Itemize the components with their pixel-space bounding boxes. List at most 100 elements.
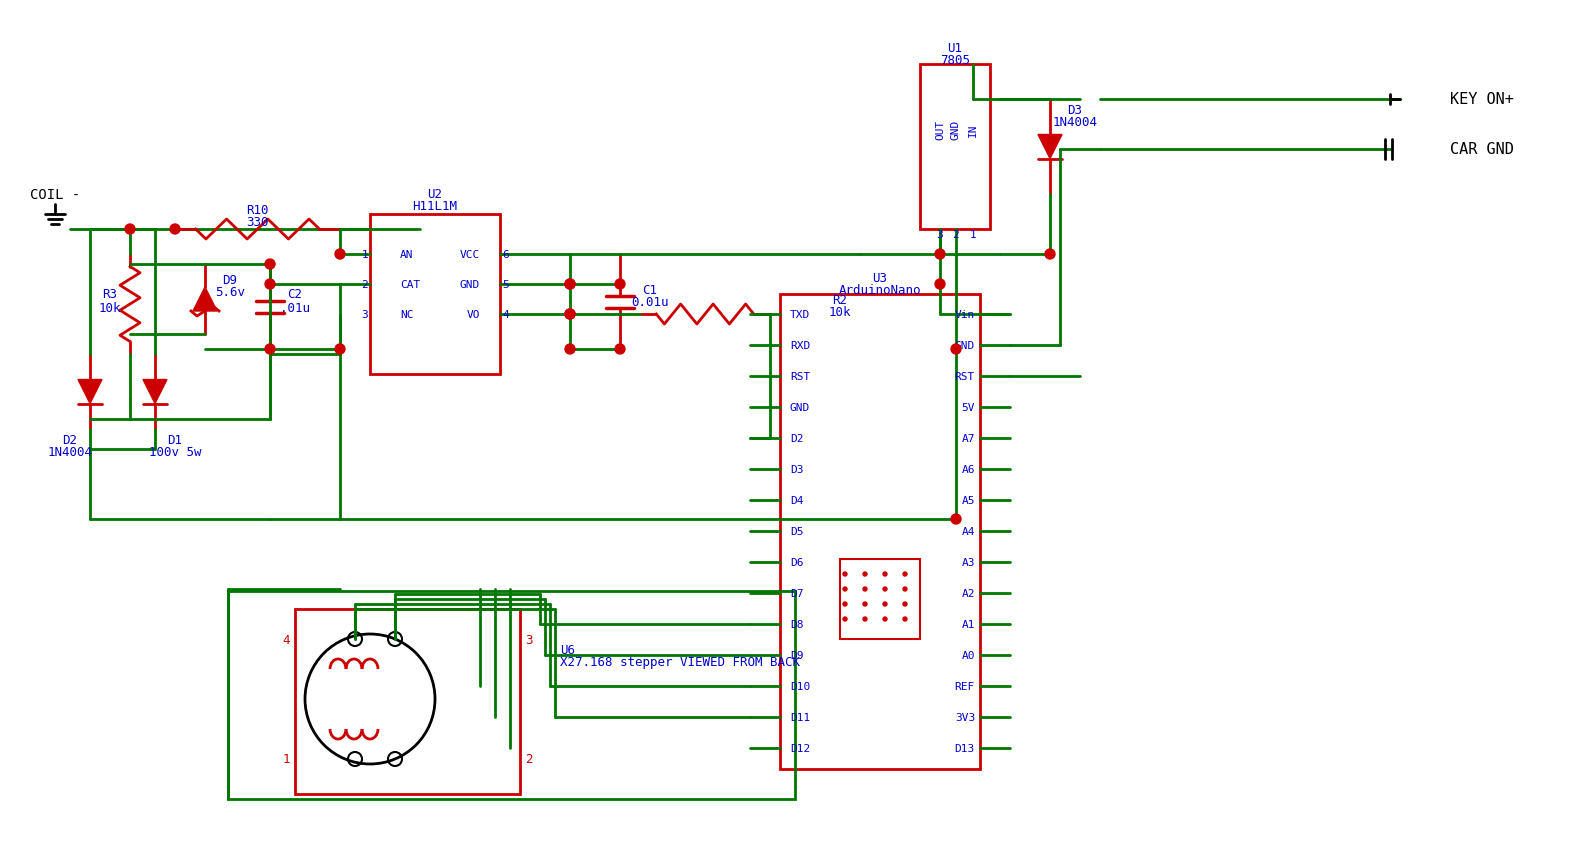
Text: D9: D9 [222, 273, 238, 286]
Text: D6: D6 [789, 557, 804, 567]
Circle shape [170, 225, 179, 235]
Circle shape [265, 344, 275, 354]
Circle shape [843, 603, 846, 606]
Circle shape [862, 603, 867, 606]
Text: D4: D4 [789, 495, 804, 506]
Circle shape [883, 603, 888, 606]
Text: A5: A5 [961, 495, 975, 506]
Polygon shape [78, 380, 102, 404]
Circle shape [843, 572, 846, 576]
Circle shape [1045, 250, 1054, 260]
Text: D2: D2 [62, 433, 78, 446]
Text: 3: 3 [937, 230, 943, 240]
Text: C2: C2 [287, 288, 302, 301]
Circle shape [951, 344, 961, 354]
Circle shape [843, 617, 846, 621]
Circle shape [951, 514, 961, 524]
Text: GND: GND [789, 403, 810, 413]
Text: ArduinoNano: ArduinoNano [838, 284, 921, 296]
Circle shape [125, 225, 135, 235]
Text: Vin: Vin [954, 310, 975, 320]
Text: 1: 1 [283, 753, 291, 766]
Text: AN: AN [400, 250, 413, 260]
Text: A7: A7 [961, 434, 975, 443]
Text: 4: 4 [502, 310, 508, 320]
Text: 3V3: 3V3 [954, 712, 975, 722]
Text: REF: REF [954, 681, 975, 691]
Text: 4: 4 [283, 633, 291, 646]
Text: VCC: VCC [461, 250, 480, 260]
Text: 1N4004: 1N4004 [1053, 116, 1097, 129]
Circle shape [883, 587, 888, 592]
Text: OUT: OUT [935, 120, 945, 140]
Text: RST: RST [789, 371, 810, 381]
Text: RST: RST [954, 371, 975, 381]
Text: A2: A2 [961, 588, 975, 598]
Text: 100v 5w: 100v 5w [149, 446, 202, 459]
Circle shape [862, 572, 867, 576]
Text: IN: IN [969, 123, 978, 137]
Text: 7805: 7805 [940, 53, 970, 67]
Text: D5: D5 [789, 527, 804, 537]
Circle shape [935, 250, 945, 260]
Text: D9: D9 [789, 650, 804, 660]
Text: D2: D2 [789, 434, 804, 443]
Circle shape [265, 260, 275, 270]
Text: 1: 1 [970, 230, 977, 240]
Text: CAT: CAT [400, 279, 421, 289]
Text: D12: D12 [789, 743, 810, 753]
Text: 1: 1 [360, 250, 368, 260]
Text: D11: D11 [789, 712, 810, 722]
Circle shape [615, 344, 626, 354]
Text: U6: U6 [561, 643, 575, 656]
Text: KEY ON+: KEY ON+ [1450, 92, 1513, 107]
Polygon shape [143, 380, 167, 404]
Circle shape [615, 279, 626, 289]
Text: 330: 330 [246, 215, 268, 228]
Text: A1: A1 [961, 619, 975, 630]
Circle shape [862, 587, 867, 592]
Circle shape [565, 344, 575, 354]
Circle shape [862, 617, 867, 621]
Text: GND: GND [951, 120, 961, 140]
Text: 5.6v: 5.6v [214, 286, 245, 299]
Text: .01u: .01u [279, 301, 310, 314]
Text: 5: 5 [502, 279, 508, 289]
Circle shape [935, 279, 945, 289]
Text: U3: U3 [872, 271, 888, 284]
Circle shape [565, 310, 575, 320]
Polygon shape [1039, 135, 1062, 160]
Circle shape [883, 572, 888, 576]
Text: 2: 2 [526, 753, 532, 766]
Circle shape [265, 279, 275, 289]
Text: 10k: 10k [829, 306, 851, 318]
Text: R2: R2 [832, 293, 848, 306]
Text: NC: NC [400, 310, 413, 320]
Text: A4: A4 [961, 527, 975, 537]
Text: 3: 3 [526, 633, 532, 646]
Text: H11L1M: H11L1M [413, 200, 457, 214]
Text: 1N4004: 1N4004 [48, 446, 92, 459]
Circle shape [904, 617, 907, 621]
Text: C1: C1 [643, 284, 657, 296]
Text: 6: 6 [502, 250, 508, 260]
Circle shape [335, 250, 345, 260]
Text: D10: D10 [789, 681, 810, 691]
Text: A6: A6 [961, 464, 975, 474]
Text: D1: D1 [167, 433, 183, 446]
Text: TXD: TXD [789, 310, 810, 320]
Circle shape [335, 344, 345, 354]
Circle shape [843, 587, 846, 592]
Text: 3: 3 [360, 310, 368, 320]
Text: D3: D3 [1067, 103, 1083, 116]
Text: A0: A0 [961, 650, 975, 660]
Text: U1: U1 [948, 41, 962, 54]
Text: GND: GND [954, 341, 975, 350]
Text: 5V: 5V [961, 403, 975, 413]
Circle shape [904, 587, 907, 592]
Circle shape [904, 603, 907, 606]
Text: A3: A3 [961, 557, 975, 567]
Text: D3: D3 [789, 464, 804, 474]
Text: X27.168 stepper VIEWED FROM BACK: X27.168 stepper VIEWED FROM BACK [561, 656, 800, 668]
Circle shape [904, 572, 907, 576]
